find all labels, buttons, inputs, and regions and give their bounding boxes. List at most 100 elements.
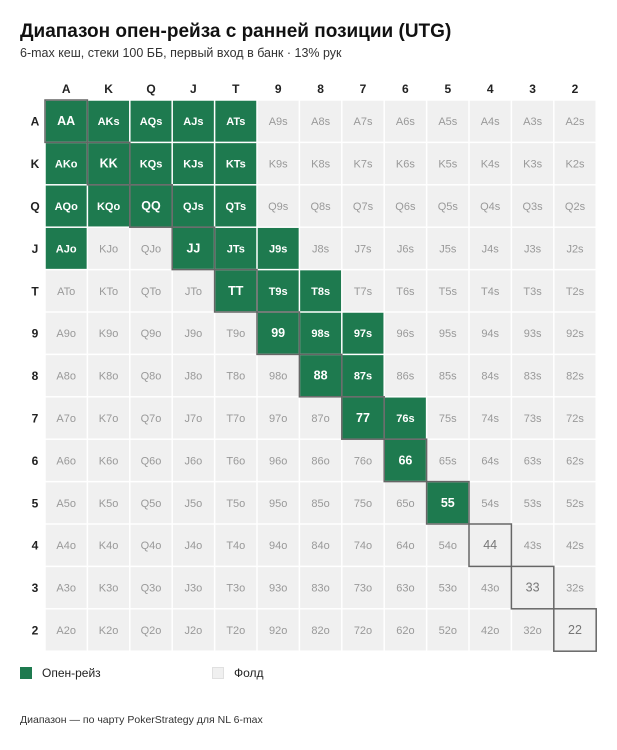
cell-fold	[554, 185, 596, 227]
cell-fold	[130, 567, 172, 609]
cell-label: Q4s	[480, 201, 501, 213]
cell-label: 72s	[566, 413, 584, 425]
pair-outline	[171, 226, 216, 271]
cell-label: J2o	[185, 625, 203, 637]
cell-fold	[554, 143, 596, 185]
column-header: 3	[529, 82, 536, 96]
cell-label: JJ	[186, 241, 200, 255]
column-header: Q	[146, 82, 155, 96]
cell-label: 65o	[396, 498, 414, 510]
cell-label: KQo	[97, 201, 121, 213]
cell-label: K9s	[269, 159, 288, 171]
row-header: 6	[32, 454, 39, 468]
cell-label: K8o	[99, 371, 119, 383]
cell-label: ATo	[57, 286, 75, 298]
cell-fold	[45, 567, 87, 609]
legend-item-fold: Фолд	[212, 666, 264, 680]
row-header: 3	[32, 581, 39, 595]
cell-fold	[45, 524, 87, 566]
cell-label: QTo	[141, 286, 161, 298]
cell-fold	[384, 609, 426, 651]
cell-label: 73o	[354, 583, 372, 595]
cell-fold	[300, 482, 342, 524]
cell-fold	[215, 355, 257, 397]
pair-outline	[213, 268, 258, 313]
cell-label: J2s	[566, 243, 584, 255]
cell-fold	[45, 312, 87, 354]
cell-fold	[172, 355, 214, 397]
cell-label: K7o	[99, 413, 119, 425]
cell-label: 93s	[524, 328, 542, 340]
cell-label: 54o	[439, 540, 457, 552]
cell-fold	[512, 397, 554, 439]
cell-label: Q4o	[141, 540, 162, 552]
cell-raise	[384, 439, 426, 481]
cell-label: KJo	[99, 243, 118, 255]
cell-label: 97o	[269, 413, 287, 425]
cell-label: AJo	[56, 243, 77, 255]
cell-label: 97s	[354, 328, 372, 340]
cell-fold	[88, 355, 130, 397]
cell-label: T7o	[226, 413, 245, 425]
cell-label: J3s	[524, 243, 542, 255]
cell-label: 44	[483, 538, 497, 552]
cell-fold	[512, 439, 554, 481]
cell-fold	[469, 439, 511, 481]
cell-label: T8o	[226, 371, 245, 383]
legend-swatch-raise	[20, 667, 32, 679]
cell-label: 98s	[311, 328, 329, 340]
cell-fold	[512, 524, 554, 566]
cell-label: AJs	[183, 116, 203, 128]
cell-fold	[427, 439, 469, 481]
cell-label: K5s	[438, 159, 457, 171]
cell-fold	[88, 567, 130, 609]
cell-label: KTo	[99, 286, 118, 298]
column-header: 7	[360, 82, 367, 96]
cell-fold	[342, 270, 384, 312]
cell-fold	[88, 439, 130, 481]
cell-fold	[469, 227, 511, 269]
cell-fold	[469, 185, 511, 227]
cell-fold	[300, 524, 342, 566]
cell-fold	[45, 397, 87, 439]
cell-label: 32o	[523, 625, 541, 637]
row-header: 5	[32, 496, 39, 510]
pair-outline	[341, 396, 385, 440]
column-header: A	[62, 82, 71, 96]
cell-raise	[300, 355, 342, 397]
cell-label: AQs	[140, 116, 163, 128]
cell-fold	[469, 567, 511, 609]
range-grid: A K Q J T 9 8 7 6 5 4 3 2 A K Q J T 9 8 7 6 5 4 3 2 AA AKs AQs AJs ATs…	[30, 82, 597, 652]
cell-label: T5s	[439, 286, 458, 298]
cell-fold	[130, 397, 172, 439]
column-header: K	[104, 82, 113, 96]
cell-label: 75s	[439, 413, 457, 425]
cell-label: 52o	[439, 625, 457, 637]
cell-label: 95s	[439, 328, 457, 340]
cell-fold	[469, 609, 511, 651]
cell-raise	[88, 143, 130, 185]
cell-label: 74o	[354, 540, 372, 552]
cell-label: A6s	[396, 116, 415, 128]
cell-label: J5o	[185, 498, 203, 510]
cell-fold	[554, 312, 596, 354]
cell-label: 33	[526, 581, 540, 595]
cell-fold	[215, 439, 257, 481]
cell-label: T6o	[226, 455, 245, 467]
pair-outline	[553, 608, 597, 652]
cell-label: K6o	[99, 455, 119, 467]
pair-outline	[256, 311, 301, 356]
chart-subtitle: 6-max кеш, стеки 100 ББ, первый вход в б…	[20, 46, 342, 60]
cell-raise	[342, 397, 384, 439]
row-header: A	[31, 115, 40, 129]
cell-fold	[512, 482, 554, 524]
cell-label: A2s	[566, 116, 585, 128]
row-header: Q	[30, 200, 39, 214]
cell-label: A3o	[56, 583, 76, 595]
cell-fold	[172, 567, 214, 609]
cell-label: 73s	[524, 413, 542, 425]
cell-fold	[512, 609, 554, 651]
cell-fold	[257, 397, 299, 439]
cell-label: T5o	[226, 498, 245, 510]
cell-label: Q7s	[353, 201, 374, 213]
